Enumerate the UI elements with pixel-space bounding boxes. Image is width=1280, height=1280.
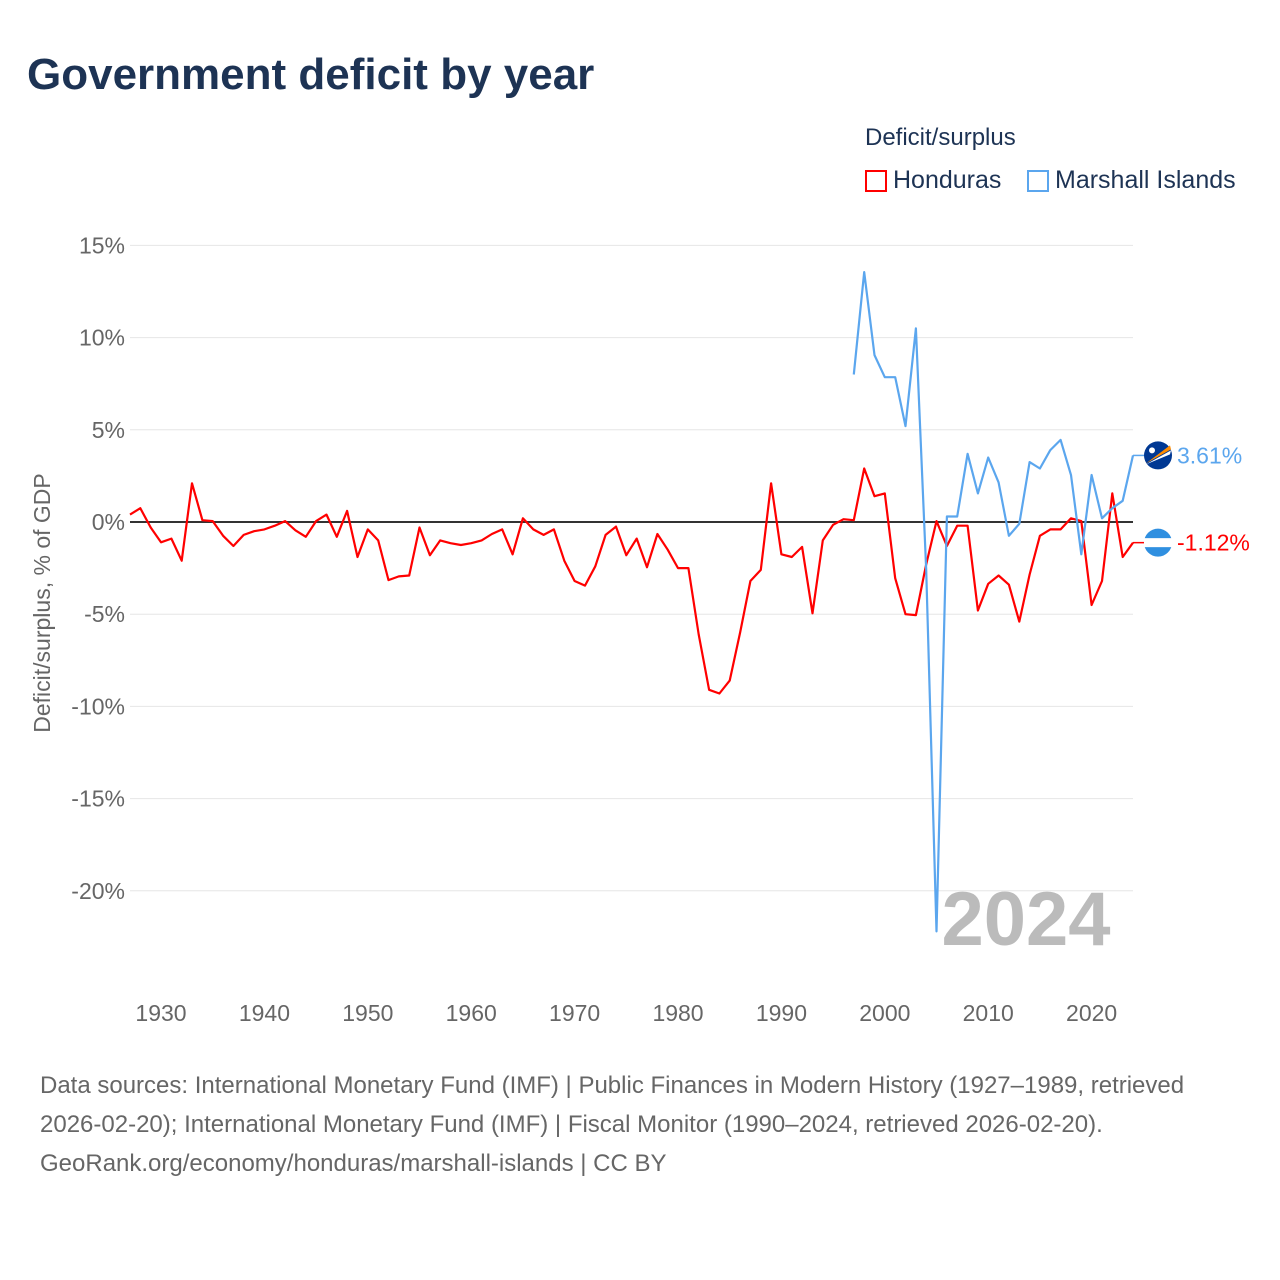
y-tick-label: 0% [92,509,125,535]
legend-item-marshall-islands[interactable]: Marshall Islands [1027,166,1236,195]
x-tick-label: 1940 [239,1000,290,1026]
x-tick-label: 1960 [446,1000,497,1026]
y-tick-label: 10% [79,325,125,351]
y-tick-label: 15% [79,232,125,258]
legend-swatch [865,169,887,192]
flag-stripe [1146,450,1171,465]
end-value-label: 3.61% [1177,442,1242,468]
x-tick-label: 2010 [963,1000,1014,1026]
flag-stripe [1146,445,1171,464]
y-tick-label: -10% [71,693,125,719]
legend-item-honduras[interactable]: Honduras [865,166,1001,195]
x-tick-label: 1990 [756,1000,807,1026]
year-watermark: 2024 [941,877,1110,962]
series-line-marshall-islands [852,271,1135,933]
x-tick-label: 2020 [1066,1000,1117,1026]
footer: Data sources: International Monetary Fun… [40,1066,1250,1183]
flag-star [1149,447,1155,454]
data-sources: Data sources: International Monetary Fun… [40,1072,1185,1138]
legend-title: Deficit/surplus [865,124,1016,151]
x-tick-label: 1980 [652,1000,703,1026]
flag-stripe [1144,538,1172,548]
y-axis-label: Deficit/surplus, % of GDP [29,473,55,732]
y-tick-label: 5% [92,417,125,443]
x-tick-label: 1950 [342,1000,393,1026]
x-tick-label: 1930 [135,1000,186,1026]
chart-title: Government deficit by year [27,50,595,99]
credit-link[interactable]: GeoRank.org/economy/honduras/marshall-is… [40,1150,667,1177]
x-tick-label: 2000 [859,1000,910,1026]
marshall-islands-flag-icon [1144,441,1172,470]
legend-swatch [1027,169,1049,192]
y-tick-label: -20% [71,878,125,904]
legend-label: Marshall Islands [1055,166,1236,194]
honduras-flag-icon [1144,528,1172,557]
y-tick-label: -15% [71,786,125,812]
legend-label: Honduras [893,166,1002,194]
end-value-label: -1.12% [1177,530,1250,556]
x-tick-label: 1970 [549,1000,600,1026]
y-tick-label: -5% [84,601,125,627]
series-line-honduras [129,467,1134,695]
